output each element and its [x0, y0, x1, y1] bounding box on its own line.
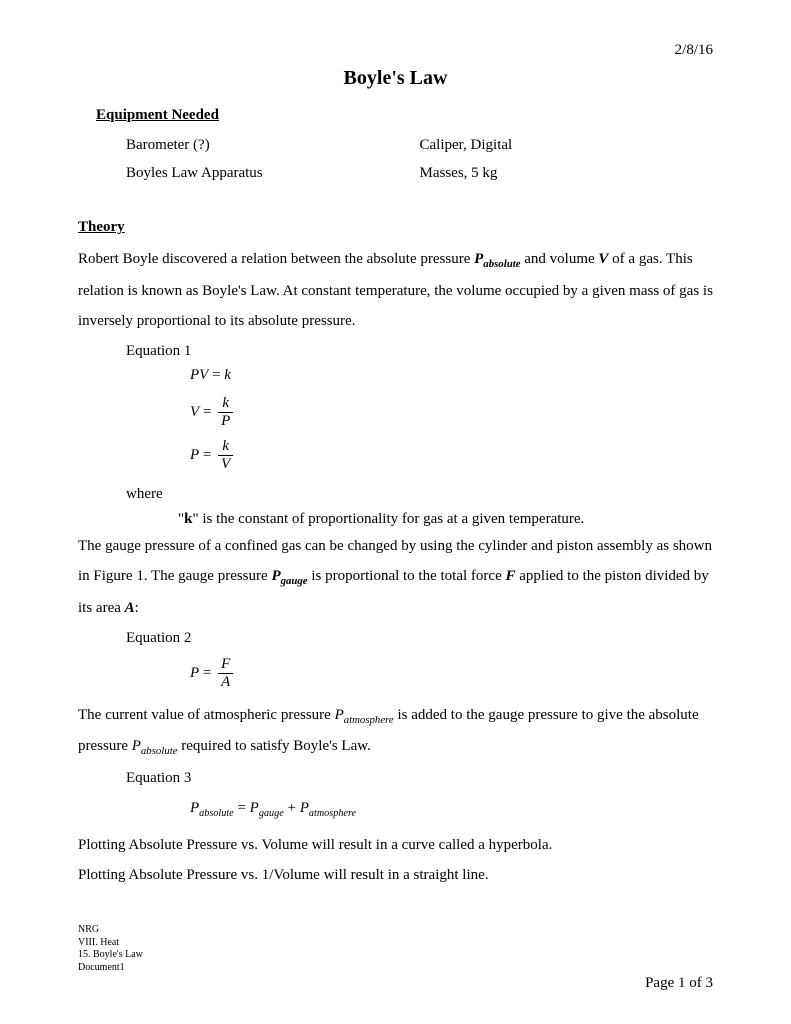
- page-number: Page 1 of 3: [645, 971, 713, 996]
- var: P: [250, 800, 259, 816]
- subscript: gauge: [259, 808, 284, 819]
- var: PV: [190, 367, 208, 383]
- eq-op: =: [234, 800, 250, 816]
- equation-3-label: Equation 3: [126, 766, 713, 791]
- footer-line: VIII. Heat: [78, 937, 143, 950]
- equation-2-label: Equation 2: [126, 626, 713, 651]
- equation-1: PV = k V = kP P = kV: [190, 366, 713, 472]
- numerator: k: [218, 439, 233, 456]
- eq-op: +: [284, 800, 300, 816]
- equipment-item: Masses, 5 kg: [420, 160, 714, 188]
- theory-paragraph-2: The gauge pressure of a confined gas can…: [78, 531, 713, 623]
- equipment-heading: Equipment Needed: [96, 103, 713, 128]
- denominator: P: [218, 413, 233, 429]
- theory-paragraph-3: The current value of atmospheric pressur…: [78, 700, 713, 763]
- equipment-list: Barometer (?) Caliper, Digital Boyles La…: [126, 132, 713, 188]
- text: is proportional to the total force: [308, 568, 506, 584]
- variable-p-gauge: P: [271, 568, 280, 584]
- eq-line: Pabsolute = Pgauge + Patmosphere: [190, 799, 713, 820]
- subscript: atmosphere: [309, 808, 356, 819]
- text: Robert Boyle discovered a relation betwe…: [78, 251, 474, 267]
- fraction: kP: [218, 396, 233, 429]
- subscript-gauge: gauge: [281, 575, 308, 587]
- where-description: "k" is the constant of proportionality f…: [178, 507, 713, 532]
- eq-line: P = FA: [190, 657, 713, 690]
- date-text: 2/8/16: [675, 38, 713, 63]
- eq-line: V = kP: [190, 396, 713, 429]
- theory-paragraph-4: Plotting Absolute Pressure vs. Volume wi…: [78, 830, 713, 860]
- equation-1-label: Equation 1: [126, 339, 713, 364]
- eq-line: PV = k: [190, 366, 713, 386]
- subscript-absolute: absolute: [483, 258, 520, 270]
- footer-line: 15. Boyle's Law: [78, 949, 143, 962]
- var: P: [190, 665, 199, 681]
- equation-2: P = FA: [190, 657, 713, 690]
- variable-f: F: [505, 568, 515, 584]
- subscript-absolute: absolute: [141, 745, 178, 757]
- var: P: [190, 447, 199, 463]
- eq-op: =: [199, 404, 215, 420]
- text: and volume: [521, 251, 599, 267]
- variable-a: A: [125, 600, 135, 616]
- numerator: F: [218, 657, 233, 674]
- eq-line: P = kV: [190, 439, 713, 472]
- text: :: [135, 600, 139, 616]
- subscript-atmosphere: atmosphere: [344, 714, 394, 726]
- var: P: [300, 800, 309, 816]
- var: k: [224, 367, 231, 383]
- fraction: FA: [218, 657, 233, 690]
- where-label: where: [126, 482, 713, 507]
- variable-v: V: [598, 251, 608, 267]
- theory-paragraph-1: Robert Boyle discovered a relation betwe…: [78, 244, 713, 336]
- theory-heading: Theory: [78, 215, 713, 240]
- fraction: kV: [218, 439, 233, 472]
- theory-paragraph-5: Plotting Absolute Pressure vs. 1/Volume …: [78, 860, 713, 890]
- text: The current value of atmospheric pressur…: [78, 707, 335, 723]
- eq-op: =: [208, 367, 224, 383]
- eq-op: =: [199, 665, 215, 681]
- numerator: k: [218, 396, 233, 413]
- subscript: absolute: [199, 808, 234, 819]
- variable-p-absolute: P: [474, 251, 483, 267]
- denominator: V: [218, 456, 233, 472]
- footer-line: Document1: [78, 962, 143, 975]
- footer-metadata: NRG VIII. Heat 15. Boyle's Law Document1: [78, 924, 143, 974]
- text: required to satisfy Boyle's Law.: [178, 738, 371, 754]
- text: " is the constant of proportionality for…: [192, 511, 584, 527]
- equipment-item: Boyles Law Apparatus: [126, 160, 420, 188]
- page-title: Boyle's Law: [78, 62, 713, 95]
- equipment-item: Barometer (?): [126, 132, 420, 160]
- footer-line: NRG: [78, 924, 143, 937]
- var: V: [190, 404, 199, 420]
- denominator: A: [218, 674, 233, 690]
- variable-p-absolute: P: [132, 738, 141, 754]
- equation-3: Pabsolute = Pgauge + Patmosphere: [190, 799, 713, 820]
- equipment-item: Caliper, Digital: [420, 132, 714, 160]
- variable-p-atmosphere: P: [335, 707, 344, 723]
- eq-op: =: [199, 447, 215, 463]
- var: P: [190, 800, 199, 816]
